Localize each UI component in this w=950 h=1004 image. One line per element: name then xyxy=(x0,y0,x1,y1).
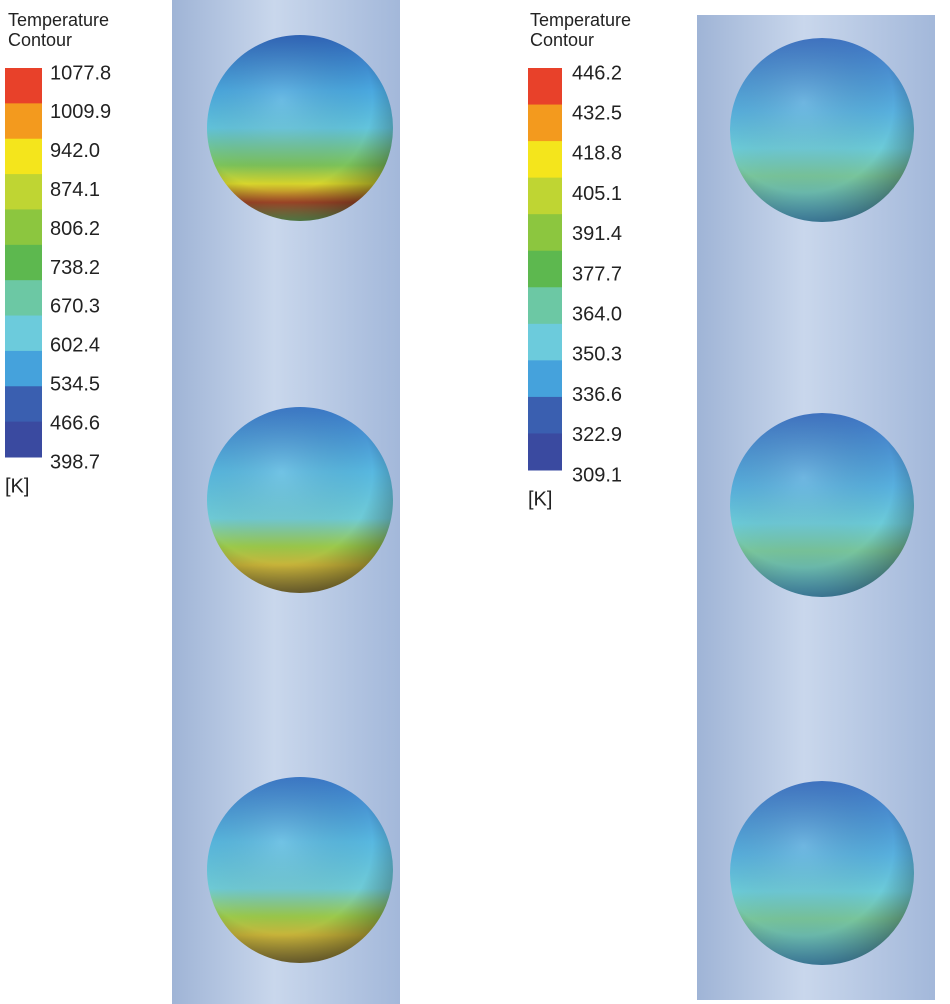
color-band xyxy=(5,68,42,104)
color-band xyxy=(528,250,562,288)
color-band xyxy=(5,174,42,210)
tick-label: 1009.9 xyxy=(50,101,111,123)
tick-label: 309.1 xyxy=(572,464,622,486)
unit-label: [K] xyxy=(5,475,29,497)
tick-label: 398.7 xyxy=(50,451,100,473)
sphere-shade xyxy=(207,35,393,221)
tick-label: 405.1 xyxy=(572,183,622,205)
spheres xyxy=(207,35,914,965)
tick-label: 874.1 xyxy=(50,179,100,201)
color-band xyxy=(5,103,42,140)
color-band xyxy=(528,68,562,106)
tick-label: 364.0 xyxy=(572,303,622,325)
legend-title: Temperature xyxy=(530,10,631,30)
sphere-shade xyxy=(730,413,914,597)
tick-label: 377.7 xyxy=(572,263,622,285)
tick-label: 466.6 xyxy=(50,412,100,434)
color-band xyxy=(5,315,42,352)
sphere-shade xyxy=(207,777,393,963)
color-band xyxy=(528,104,562,142)
color-band xyxy=(528,214,562,252)
tick-label: 738.2 xyxy=(50,257,100,279)
color-band xyxy=(5,138,42,175)
color-band xyxy=(528,287,562,325)
sphere-shade xyxy=(730,781,914,965)
tick-label: 336.6 xyxy=(572,384,622,406)
color-band xyxy=(528,141,562,179)
tick-label: 322.9 xyxy=(572,424,622,446)
tick-label: 446.2 xyxy=(572,62,622,84)
tick-label: 806.2 xyxy=(50,218,100,240)
sphere-shade xyxy=(730,38,914,222)
tick-label: 391.4 xyxy=(572,223,622,245)
tick-label: 602.4 xyxy=(50,335,100,357)
tick-label: 1077.8 xyxy=(50,62,111,84)
tick-label: 432.5 xyxy=(572,102,622,124)
legend-title: Contour xyxy=(530,30,594,50)
color-band xyxy=(5,244,42,281)
color-band xyxy=(5,280,42,317)
tick-label: 942.0 xyxy=(50,140,100,162)
unit-label: [K] xyxy=(528,488,552,510)
tick-label: 670.3 xyxy=(50,296,100,318)
color-band xyxy=(5,350,42,387)
legend-title: Temperature xyxy=(8,10,109,30)
color-band xyxy=(528,323,562,361)
color-band xyxy=(528,177,562,215)
tick-label: 534.5 xyxy=(50,373,100,395)
color-band xyxy=(5,421,42,458)
color-band xyxy=(528,396,562,434)
color-band xyxy=(5,386,42,423)
color-band xyxy=(528,360,562,398)
sphere-shade xyxy=(207,407,393,593)
tick-label: 418.8 xyxy=(572,143,622,165)
legend-title: Contour xyxy=(8,30,72,50)
color-band xyxy=(528,433,562,471)
color-band xyxy=(5,209,42,246)
tick-label: 350.3 xyxy=(572,344,622,366)
